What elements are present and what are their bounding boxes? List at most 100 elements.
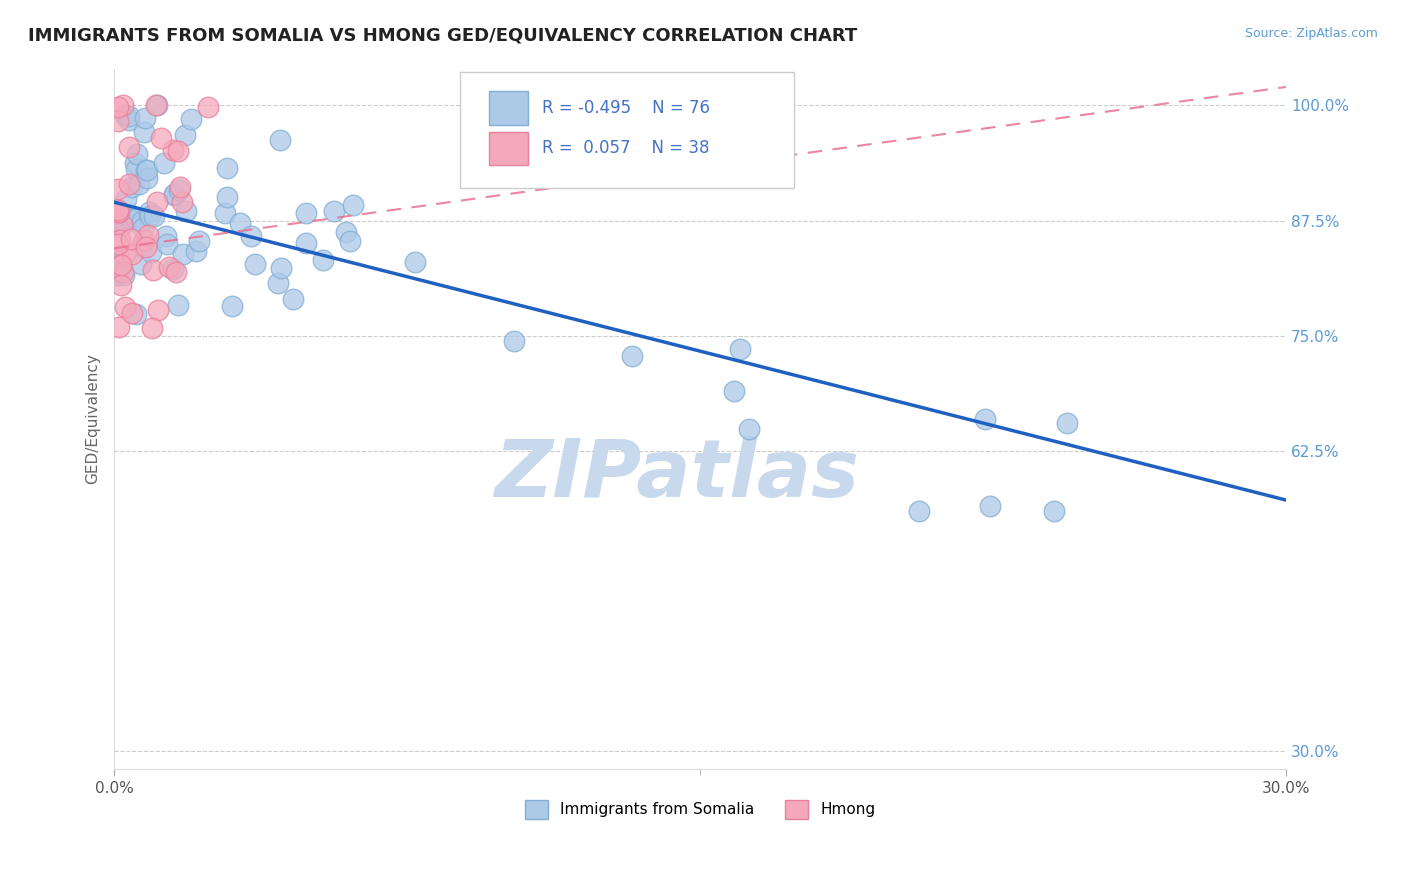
Point xyxy=(322,204,344,219)
Point xyxy=(107,204,129,219)
Text: IMMIGRANTS FROM SOMALIA VS HMONG GED/EQUIVALENCY CORRELATION CHART: IMMIGRANTS FROM SOMALIA VS HMONG GED/EQU… xyxy=(28,27,858,45)
Point xyxy=(228,216,250,230)
Point xyxy=(107,219,129,234)
Point xyxy=(135,163,157,178)
Point xyxy=(150,131,173,145)
Point xyxy=(112,268,135,283)
Point xyxy=(139,209,162,223)
Point xyxy=(111,98,134,112)
Point xyxy=(155,229,177,244)
Point xyxy=(118,140,141,154)
Legend: Immigrants from Somalia, Hmong: Immigrants from Somalia, Hmong xyxy=(519,794,882,825)
Point xyxy=(121,306,143,320)
Point xyxy=(146,98,169,112)
Point xyxy=(114,300,136,314)
Point xyxy=(107,99,129,113)
Point xyxy=(135,240,157,254)
Point xyxy=(107,114,129,128)
Point xyxy=(174,204,197,219)
Point xyxy=(163,188,186,202)
Point xyxy=(167,183,190,197)
Point xyxy=(221,299,243,313)
Bar xyxy=(489,132,527,165)
Point xyxy=(979,499,1001,513)
Point xyxy=(179,112,201,126)
Point xyxy=(166,298,188,312)
Text: ZIPatlas: ZIPatlas xyxy=(494,436,859,514)
Point xyxy=(110,277,132,292)
Point xyxy=(162,262,184,277)
Point xyxy=(142,263,165,277)
Point xyxy=(125,307,148,321)
Point xyxy=(157,260,180,274)
Point xyxy=(269,133,291,147)
Point xyxy=(723,384,745,399)
Point xyxy=(120,232,142,246)
Point xyxy=(620,349,643,363)
Point xyxy=(124,212,146,227)
Point xyxy=(131,237,153,252)
Point xyxy=(107,202,129,217)
Point xyxy=(738,422,761,436)
Point xyxy=(166,265,188,279)
Point xyxy=(132,220,155,235)
Point xyxy=(188,234,211,248)
Point xyxy=(114,108,136,122)
Point xyxy=(110,258,132,272)
Point xyxy=(169,180,191,194)
Point xyxy=(148,303,170,318)
Point xyxy=(153,156,176,170)
Point xyxy=(294,206,316,220)
Point xyxy=(267,276,290,290)
Point xyxy=(974,412,997,426)
Point xyxy=(135,163,157,178)
Point xyxy=(214,205,236,219)
Point xyxy=(172,194,194,209)
Point xyxy=(132,233,155,247)
Point xyxy=(197,100,219,114)
Y-axis label: GED/Equivalency: GED/Equivalency xyxy=(86,353,100,484)
Point xyxy=(240,228,263,243)
Point xyxy=(107,250,129,264)
Point xyxy=(124,156,146,170)
Point xyxy=(121,179,143,194)
Point xyxy=(108,233,131,247)
Bar xyxy=(489,91,527,125)
Point xyxy=(131,214,153,228)
Point xyxy=(143,209,166,223)
Point xyxy=(174,128,197,142)
Point xyxy=(163,187,186,202)
Point xyxy=(135,170,157,185)
Point xyxy=(295,236,318,251)
Point xyxy=(502,334,524,348)
Point xyxy=(167,145,190,159)
Point xyxy=(730,343,752,357)
Point xyxy=(342,198,364,212)
Point xyxy=(243,257,266,271)
Point xyxy=(215,190,238,204)
Point xyxy=(335,225,357,239)
Point xyxy=(110,215,132,229)
Point xyxy=(107,182,129,196)
Point xyxy=(129,257,152,271)
Point xyxy=(107,204,129,219)
Point xyxy=(111,265,134,279)
Point xyxy=(281,292,304,306)
Point xyxy=(162,143,184,157)
Point xyxy=(404,255,426,269)
Point xyxy=(138,204,160,219)
Point xyxy=(339,234,361,248)
Point xyxy=(172,247,194,261)
Point xyxy=(114,247,136,261)
Point xyxy=(146,194,169,209)
Point xyxy=(107,268,129,282)
Point xyxy=(1043,504,1066,518)
Point xyxy=(125,161,148,176)
Point xyxy=(136,228,159,243)
Point xyxy=(908,504,931,518)
Text: R = -0.495    N = 76: R = -0.495 N = 76 xyxy=(541,99,710,117)
Point xyxy=(270,261,292,276)
Point xyxy=(134,112,156,126)
Point xyxy=(120,212,142,227)
Point xyxy=(141,245,163,260)
